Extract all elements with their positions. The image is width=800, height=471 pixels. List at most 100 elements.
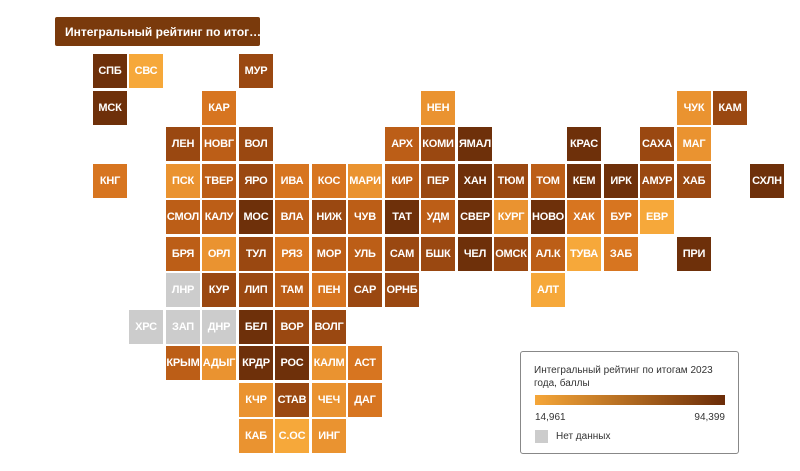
region-tile[interactable]: ВОР	[275, 310, 309, 344]
region-tile[interactable]: САХА	[640, 127, 674, 161]
region-tile[interactable]: ВЛА	[275, 200, 309, 234]
region-tile[interactable]: КАБ	[239, 419, 273, 453]
region-tile[interactable]: АСТ	[348, 346, 382, 380]
region-tile[interactable]: КЕМ	[567, 164, 601, 198]
region-tile[interactable]: ТВЕР	[202, 164, 236, 198]
region-tile[interactable]: СМОЛ	[166, 200, 200, 234]
region-tile[interactable]: БЕЛ	[239, 310, 273, 344]
region-tile[interactable]: ПСК	[166, 164, 200, 198]
no-data-label: Нет данных	[556, 431, 611, 442]
region-tile[interactable]: САР	[348, 273, 382, 307]
region-tile[interactable]: АРХ	[385, 127, 419, 161]
region-tile[interactable]: КРЫМ	[166, 346, 200, 380]
rating-dropdown-label: Интегральный рейтинг по итог…	[65, 24, 262, 39]
region-tile[interactable]: ДАГ	[348, 383, 382, 417]
region-tile[interactable]: ЛИП	[239, 273, 273, 307]
region-tile[interactable]: МУР	[239, 54, 273, 88]
region-tile[interactable]: ЧУК	[677, 91, 711, 125]
region-tile[interactable]: ИРК	[604, 164, 638, 198]
no-data-swatch	[535, 430, 548, 443]
region-tile[interactable]: ЧЕЛ	[458, 237, 492, 271]
region-tile[interactable]: ПЕН	[312, 273, 346, 307]
region-tile[interactable]: УДМ	[421, 200, 455, 234]
region-tile[interactable]: ПРИ	[677, 237, 711, 271]
region-tile[interactable]: УЛЬ	[348, 237, 382, 271]
region-tile[interactable]: ИВА	[275, 164, 309, 198]
legend-min-value: 14,961	[535, 412, 566, 423]
region-tile[interactable]: ТАМ	[275, 273, 309, 307]
region-tile[interactable]: ЗАБ	[604, 237, 638, 271]
region-tile[interactable]: ОРНБ	[385, 273, 419, 307]
region-tile[interactable]: АЛТ	[531, 273, 565, 307]
region-tile[interactable]: СТАВ	[275, 383, 309, 417]
region-tile[interactable]: БШК	[421, 237, 455, 271]
region-tile[interactable]: КРАС	[567, 127, 601, 161]
region-tile[interactable]: ТУВА	[567, 237, 601, 271]
region-tile[interactable]: КОС	[312, 164, 346, 198]
region-tile[interactable]: МОР	[312, 237, 346, 271]
region-tile[interactable]: ЯМАЛ	[458, 127, 492, 161]
region-tile[interactable]: ТЮМ	[494, 164, 528, 198]
region-tile[interactable]: КУРГ	[494, 200, 528, 234]
rating-dropdown[interactable]: Интегральный рейтинг по итог… ⌄	[55, 17, 271, 46]
region-tile[interactable]: КИР	[385, 164, 419, 198]
region-tile[interactable]: КАМ	[713, 91, 747, 125]
region-tile[interactable]: КАЛМ	[312, 346, 346, 380]
region-tile[interactable]: КНГ	[93, 164, 127, 198]
region-tile[interactable]: ОМСК	[494, 237, 528, 271]
legend-color-scale	[535, 395, 725, 405]
legend: Интегральный рейтинг по итогам 2023 года…	[520, 351, 739, 454]
region-tile[interactable]: ЕВР	[640, 200, 674, 234]
region-tile[interactable]: ЧУВ	[348, 200, 382, 234]
legend-title: Интегральный рейтинг по итогам 2023 года…	[534, 365, 713, 389]
region-tile[interactable]: ЗАП	[166, 310, 200, 344]
region-tile[interactable]: АЛ.К	[531, 237, 565, 271]
region-tile[interactable]: ХАБ	[677, 164, 711, 198]
region-tile[interactable]: ИНГ	[312, 419, 346, 453]
region-tile[interactable]: МАГ	[677, 127, 711, 161]
region-tile[interactable]: ХАК	[567, 200, 601, 234]
region-tile[interactable]: ТАТ	[385, 200, 419, 234]
region-tile[interactable]: ВОЛ	[239, 127, 273, 161]
region-tile[interactable]: ЛЕН	[166, 127, 200, 161]
region-tile[interactable]: БУР	[604, 200, 638, 234]
region-tile[interactable]: РОС	[275, 346, 309, 380]
region-tile[interactable]: НИЖ	[312, 200, 346, 234]
region-tile[interactable]: СХЛН	[750, 164, 784, 198]
region-tile[interactable]: АМУР	[640, 164, 674, 198]
region-tile[interactable]: ДНР	[202, 310, 236, 344]
region-tile[interactable]: АДЫГ	[202, 346, 236, 380]
region-tile[interactable]: ЛНР	[166, 273, 200, 307]
region-tile[interactable]: МОС	[239, 200, 273, 234]
region-tile[interactable]: ВОЛГ	[312, 310, 346, 344]
chevron-down-icon: ⌄	[261, 24, 272, 39]
region-tile[interactable]: ТУЛ	[239, 237, 273, 271]
region-tile[interactable]: МАРИ	[348, 164, 382, 198]
region-tile[interactable]: НОВГ	[202, 127, 236, 161]
legend-max-value: 94,399	[694, 412, 725, 423]
region-tile[interactable]: ОРЛ	[202, 237, 236, 271]
region-tile[interactable]: КОМИ	[421, 127, 455, 161]
region-tile[interactable]: КАР	[202, 91, 236, 125]
region-tile[interactable]: КРДР	[239, 346, 273, 380]
region-tile[interactable]: ЧЕЧ	[312, 383, 346, 417]
region-tile[interactable]: КАЛУ	[202, 200, 236, 234]
region-tile[interactable]: САМ	[385, 237, 419, 271]
region-tile[interactable]: КУР	[202, 273, 236, 307]
region-tile[interactable]: СПБ	[93, 54, 127, 88]
region-tile[interactable]: МСК	[93, 91, 127, 125]
region-tile[interactable]: ХРС	[129, 310, 163, 344]
region-tile[interactable]: С.ОС	[275, 419, 309, 453]
region-tile[interactable]: НЕН	[421, 91, 455, 125]
region-tile[interactable]: ТОМ	[531, 164, 565, 198]
region-tile[interactable]: ЯРО	[239, 164, 273, 198]
region-tile[interactable]: НОВО	[531, 200, 565, 234]
region-tile[interactable]: СВС	[129, 54, 163, 88]
region-tile[interactable]: БРЯ	[166, 237, 200, 271]
region-tile[interactable]: СВЕР	[458, 200, 492, 234]
region-tile[interactable]: ПЕР	[421, 164, 455, 198]
region-tile[interactable]: КЧР	[239, 383, 273, 417]
region-tile[interactable]: ХАН	[458, 164, 492, 198]
region-tile[interactable]: РЯЗ	[275, 237, 309, 271]
